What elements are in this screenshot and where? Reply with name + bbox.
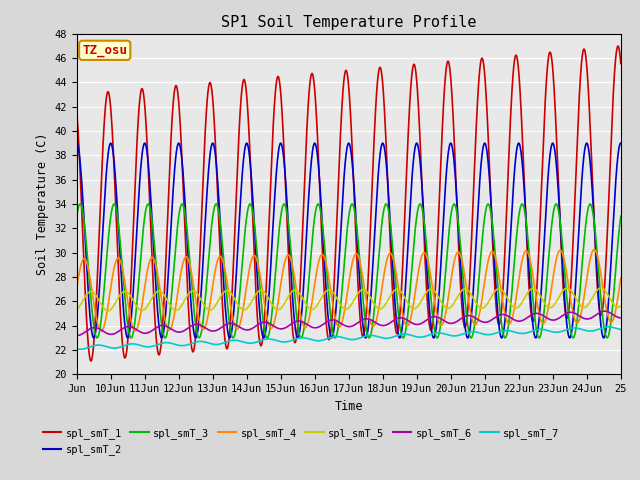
- spl_smT_7: [605, 324, 612, 330]
- spl_smT_6: [73, 333, 81, 338]
- spl_smT_4: [73, 285, 81, 291]
- spl_smT_3: [246, 201, 254, 207]
- spl_smT_7: [77, 347, 84, 352]
- spl_smT_3: [557, 229, 565, 235]
- spl_smT_6: [557, 314, 564, 320]
- Legend: spl_smT_1, spl_smT_2, spl_smT_3, spl_smT_4, spl_smT_5, spl_smT_6, spl_smT_7: spl_smT_1, spl_smT_2, spl_smT_3, spl_smT…: [38, 424, 563, 459]
- spl_smT_5: [597, 285, 605, 291]
- spl_smT_4: [158, 301, 166, 307]
- spl_smT_4: [611, 313, 618, 319]
- spl_smT_4: [324, 273, 332, 279]
- spl_smT_3: [617, 213, 625, 219]
- spl_smT_7: [617, 326, 625, 332]
- spl_smT_6: [324, 318, 332, 324]
- spl_smT_7: [611, 325, 618, 331]
- spl_smT_7: [557, 329, 564, 335]
- spl_smT_5: [324, 287, 332, 293]
- spl_smT_2: [335, 270, 342, 276]
- Line: spl_smT_4: spl_smT_4: [77, 250, 621, 331]
- spl_smT_3: [229, 335, 237, 341]
- spl_smT_5: [335, 299, 342, 304]
- Title: SP1 Soil Temperature Profile: SP1 Soil Temperature Profile: [221, 15, 477, 30]
- spl_smT_3: [158, 324, 166, 329]
- spl_smT_1: [158, 328, 166, 334]
- spl_smT_5: [73, 307, 81, 312]
- Line: spl_smT_3: spl_smT_3: [77, 204, 621, 338]
- spl_smT_2: [447, 140, 454, 146]
- spl_smT_1: [610, 77, 618, 83]
- spl_smT_3: [325, 294, 333, 300]
- Line: spl_smT_1: spl_smT_1: [77, 46, 621, 361]
- Line: spl_smT_2: spl_smT_2: [77, 143, 621, 338]
- spl_smT_6: [617, 315, 625, 321]
- spl_smT_5: [158, 290, 166, 296]
- spl_smT_4: [557, 248, 564, 253]
- spl_smT_7: [158, 340, 166, 346]
- spl_smT_4: [617, 275, 625, 281]
- spl_smT_4: [335, 324, 342, 330]
- spl_smT_1: [87, 358, 95, 364]
- spl_smT_1: [557, 240, 564, 246]
- spl_smT_3: [73, 213, 81, 219]
- spl_smT_6: [74, 333, 81, 338]
- spl_smT_2: [557, 239, 565, 244]
- spl_smT_1: [73, 109, 81, 115]
- spl_smT_4: [477, 301, 485, 307]
- Line: spl_smT_6: spl_smT_6: [77, 311, 621, 336]
- spl_smT_2: [611, 199, 618, 204]
- spl_smT_3: [335, 318, 343, 324]
- spl_smT_2: [73, 140, 81, 146]
- spl_smT_2: [617, 140, 625, 146]
- spl_smT_1: [324, 336, 332, 342]
- spl_smT_2: [158, 335, 166, 341]
- spl_smT_6: [477, 319, 485, 324]
- spl_smT_2: [477, 156, 485, 162]
- spl_smT_6: [601, 308, 609, 314]
- X-axis label: Time: Time: [335, 400, 363, 413]
- spl_smT_5: [617, 303, 625, 309]
- spl_smT_1: [617, 60, 625, 66]
- spl_smT_5: [104, 308, 112, 314]
- spl_smT_6: [611, 312, 618, 318]
- spl_smT_1: [335, 172, 342, 178]
- spl_smT_7: [73, 346, 81, 352]
- spl_smT_7: [477, 331, 485, 336]
- Line: spl_smT_7: spl_smT_7: [77, 327, 621, 349]
- spl_smT_5: [611, 302, 618, 308]
- spl_smT_5: [557, 291, 564, 297]
- spl_smT_2: [464, 335, 472, 341]
- spl_smT_3: [477, 245, 485, 251]
- spl_smT_7: [324, 336, 332, 341]
- spl_smT_6: [158, 323, 166, 328]
- spl_smT_5: [477, 305, 485, 311]
- Y-axis label: Soil Temperature (C): Soil Temperature (C): [36, 133, 49, 275]
- spl_smT_1: [477, 57, 485, 63]
- Text: TZ_osu: TZ_osu: [82, 44, 127, 57]
- Line: spl_smT_5: spl_smT_5: [77, 288, 621, 311]
- spl_smT_3: [611, 283, 618, 288]
- spl_smT_1: [614, 43, 622, 49]
- spl_smT_4: [97, 328, 105, 334]
- spl_smT_7: [335, 334, 342, 339]
- spl_smT_6: [335, 319, 342, 325]
- spl_smT_4: [590, 247, 598, 252]
- spl_smT_2: [324, 314, 332, 320]
